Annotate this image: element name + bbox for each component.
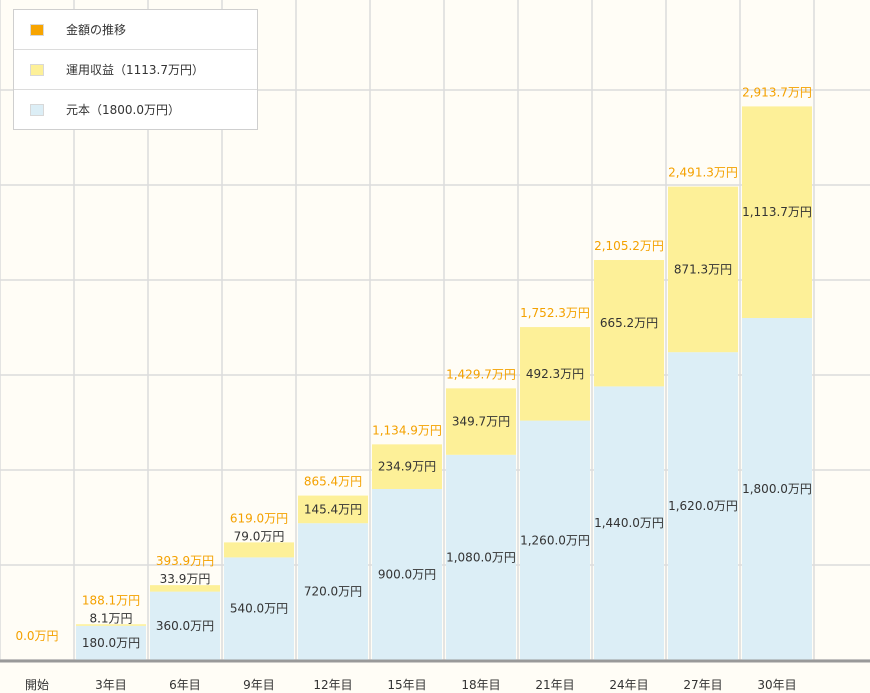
total-value-label: 393.9万円: [156, 554, 214, 568]
bar-principal: [76, 625, 146, 660]
bar-principal: [446, 454, 516, 660]
total-value-label: 619.0万円: [230, 511, 288, 525]
gain-value-label: 145.4万円: [304, 502, 362, 516]
legend-label-principal: 元本（1800.0万円）: [66, 103, 180, 117]
principal-value-label: 360.0万円: [156, 619, 214, 633]
x-axis: 開始 3年目 6年目 9年目 12年目 15年目 18年目 21年目 24年目 27年目 30年目: [0, 659, 870, 692]
bar-gain: [446, 388, 516, 455]
x-tick-label: 開始: [25, 678, 49, 692]
principal-value-label: 720.0万円: [304, 585, 362, 599]
principal-value-label: 900.0万円: [378, 568, 436, 582]
bar-gain: [76, 624, 146, 626]
bar-principal: [742, 318, 812, 660]
bar-principal: [668, 352, 738, 660]
principal-value-label: 1,080.0万円: [446, 550, 516, 564]
gain-value-label: 33.9万円: [160, 572, 211, 586]
gain-value-label: 234.9万円: [378, 460, 436, 474]
x-tick-label: 6年目: [169, 678, 201, 692]
x-tick-label: 30年目: [757, 678, 796, 692]
x-tick-label: 24年目: [609, 678, 648, 692]
x-tick-label: 12年目: [313, 678, 352, 692]
principal-value-label: 540.0万円: [230, 602, 288, 616]
legend-item-principal[interactable]: 元本（1800.0万円）: [14, 89, 257, 129]
grid-lines: [0, 0, 870, 661]
bar-gain: [520, 327, 590, 421]
gain-value-label: 79.0万円: [234, 529, 285, 543]
bar-principal: [298, 523, 368, 660]
principal-value-label: 1,260.0万円: [520, 533, 590, 547]
bar-gain: [150, 585, 220, 592]
bar-gain: [594, 260, 664, 387]
bar-gain: [298, 495, 368, 524]
legend-item-gain[interactable]: 運用収益（1113.7万円）: [14, 49, 257, 89]
gain-value-label: 349.7万円: [452, 415, 510, 429]
total-value-label: 2,105.2万円: [594, 239, 664, 253]
bar-principal: [520, 420, 590, 660]
bar-principal: [224, 557, 294, 660]
bar-gain: [668, 186, 738, 353]
x-tick-label: 21年目: [535, 678, 574, 692]
x-tick-label: 9年目: [243, 678, 275, 692]
total-value-label: 0.0万円: [15, 629, 58, 643]
bar-gain: [372, 444, 442, 489]
gain-value-label: 492.3万円: [526, 367, 584, 381]
gain-value-label: 665.2万円: [600, 316, 658, 330]
x-tick-label: 27年目: [683, 678, 722, 692]
total-value-label: 2,491.3万円: [668, 166, 738, 180]
x-tick-label: 18年目: [461, 678, 500, 692]
principal-value-label: 1,620.0万円: [668, 499, 738, 513]
principal-value-label: 1,440.0万円: [594, 516, 664, 530]
total-value-label: 1,752.3万円: [520, 306, 590, 320]
legend: 金額の推移 運用収益（1113.7万円） 元本（1800.0万円）: [13, 9, 258, 130]
legend-item-total[interactable]: 金額の推移: [14, 10, 257, 49]
bar-gain: [742, 106, 812, 318]
bars: [76, 106, 812, 660]
legend-label-gain: 運用収益（1113.7万円）: [66, 63, 204, 77]
total-swatch-icon: [30, 23, 44, 36]
principal-value-label: 1,800.0万円: [742, 482, 812, 496]
legend-label-total: 金額の推移: [66, 23, 127, 37]
x-tick-label: 15年目: [387, 678, 426, 692]
bar-principal: [372, 489, 442, 660]
total-value-label: 1,429.7万円: [446, 367, 516, 381]
total-value-label: 1,134.9万円: [372, 423, 442, 437]
gain-value-label: 1,113.7万円: [742, 205, 812, 219]
total-value-label: 188.1万円: [82, 593, 140, 607]
gain-value-label: 871.3万円: [674, 262, 732, 276]
principal-swatch-icon: [30, 103, 44, 116]
principal-value-label: 180.0万円: [82, 636, 140, 650]
bar-gain: [224, 542, 294, 558]
x-tick-label: 3年目: [95, 678, 127, 692]
total-value-label: 865.4万円: [304, 475, 362, 489]
gain-swatch-icon: [30, 63, 44, 76]
bar-principal: [594, 386, 664, 660]
data-labels: 0.0万円 180.0万円 8.1万円 188.1万円 360.0万円 33.9万円 393…: [15, 85, 811, 650]
gain-value-label: 8.1万円: [89, 611, 132, 625]
total-value-label: 2,913.7万円: [742, 85, 812, 99]
bar-principal: [150, 591, 220, 660]
